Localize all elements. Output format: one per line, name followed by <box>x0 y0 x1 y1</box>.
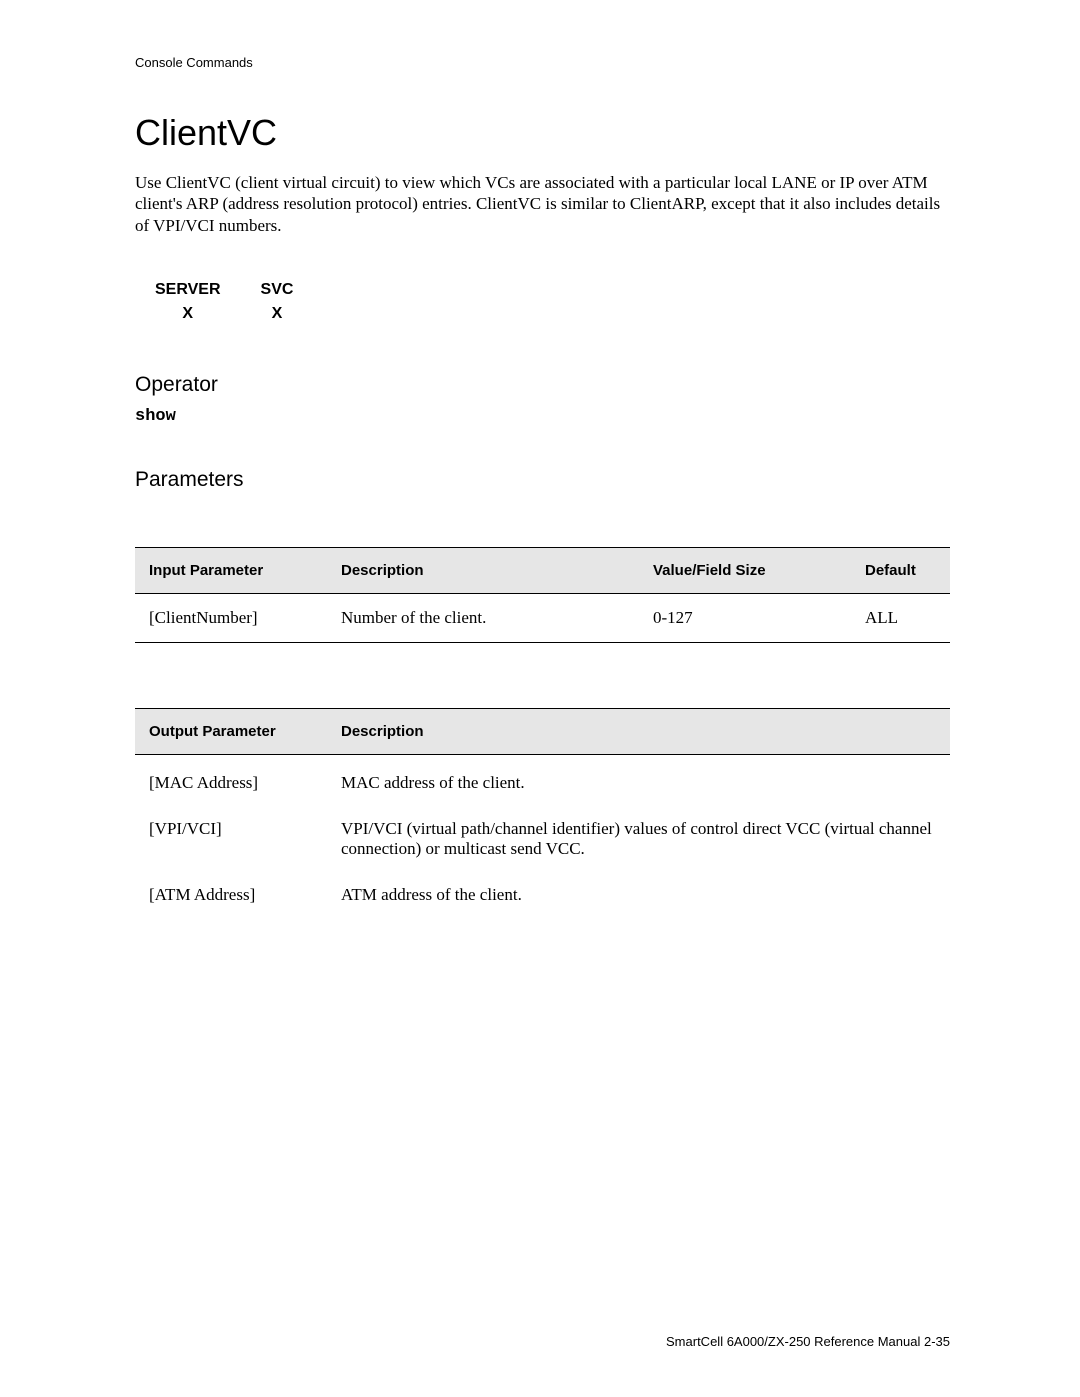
input-col-value: Value/Field Size <box>639 547 851 593</box>
input-cell-default: ALL <box>851 593 950 642</box>
output-cell-parameter: [MAC Address] <box>135 754 327 801</box>
availability-table: SERVER SVC X X <box>135 281 313 325</box>
output-cell-description: MAC address of the client. <box>327 754 950 801</box>
parameters-heading: Parameters <box>135 468 950 492</box>
operator-value: show <box>135 407 950 426</box>
intro-paragraph: Use ClientVC (client virtual circuit) to… <box>135 172 950 236</box>
page-title: ClientVC <box>135 112 950 154</box>
table-row: [VPI/VCI] VPI/VCI (virtual path/channel … <box>135 801 950 867</box>
table-row: [MAC Address] MAC address of the client. <box>135 754 950 801</box>
avail-header-server: SERVER <box>135 281 241 303</box>
input-col-parameter: Input Parameter <box>135 547 327 593</box>
page-footer: SmartCell 6A000/ZX-250 Reference Manual … <box>666 1334 950 1349</box>
input-parameter-table: Input Parameter Description Value/Field … <box>135 547 950 643</box>
output-col-parameter: Output Parameter <box>135 708 327 754</box>
output-cell-description: VPI/VCI (virtual path/channel identifier… <box>327 801 950 867</box>
output-cell-parameter: [ATM Address] <box>135 867 327 913</box>
table-row: [ATM Address] ATM address of the client. <box>135 867 950 913</box>
output-cell-description: ATM address of the client. <box>327 867 950 913</box>
avail-value-svc: X <box>241 303 314 325</box>
table-row: [ClientNumber] Number of the client. 0-1… <box>135 593 950 642</box>
avail-value-server: X <box>135 303 241 325</box>
avail-header-svc: SVC <box>241 281 314 303</box>
input-cell-parameter: [ClientNumber] <box>135 593 327 642</box>
output-col-description: Description <box>327 708 950 754</box>
output-parameter-table: Output Parameter Description [MAC Addres… <box>135 708 950 913</box>
page: Console Commands ClientVC Use ClientVC (… <box>0 0 1080 1397</box>
input-cell-description: Number of the client. <box>327 593 639 642</box>
output-cell-parameter: [VPI/VCI] <box>135 801 327 867</box>
input-col-description: Description <box>327 547 639 593</box>
input-col-default: Default <box>851 547 950 593</box>
operator-heading: Operator <box>135 373 950 397</box>
running-header: Console Commands <box>135 55 950 70</box>
input-cell-value: 0-127 <box>639 593 851 642</box>
